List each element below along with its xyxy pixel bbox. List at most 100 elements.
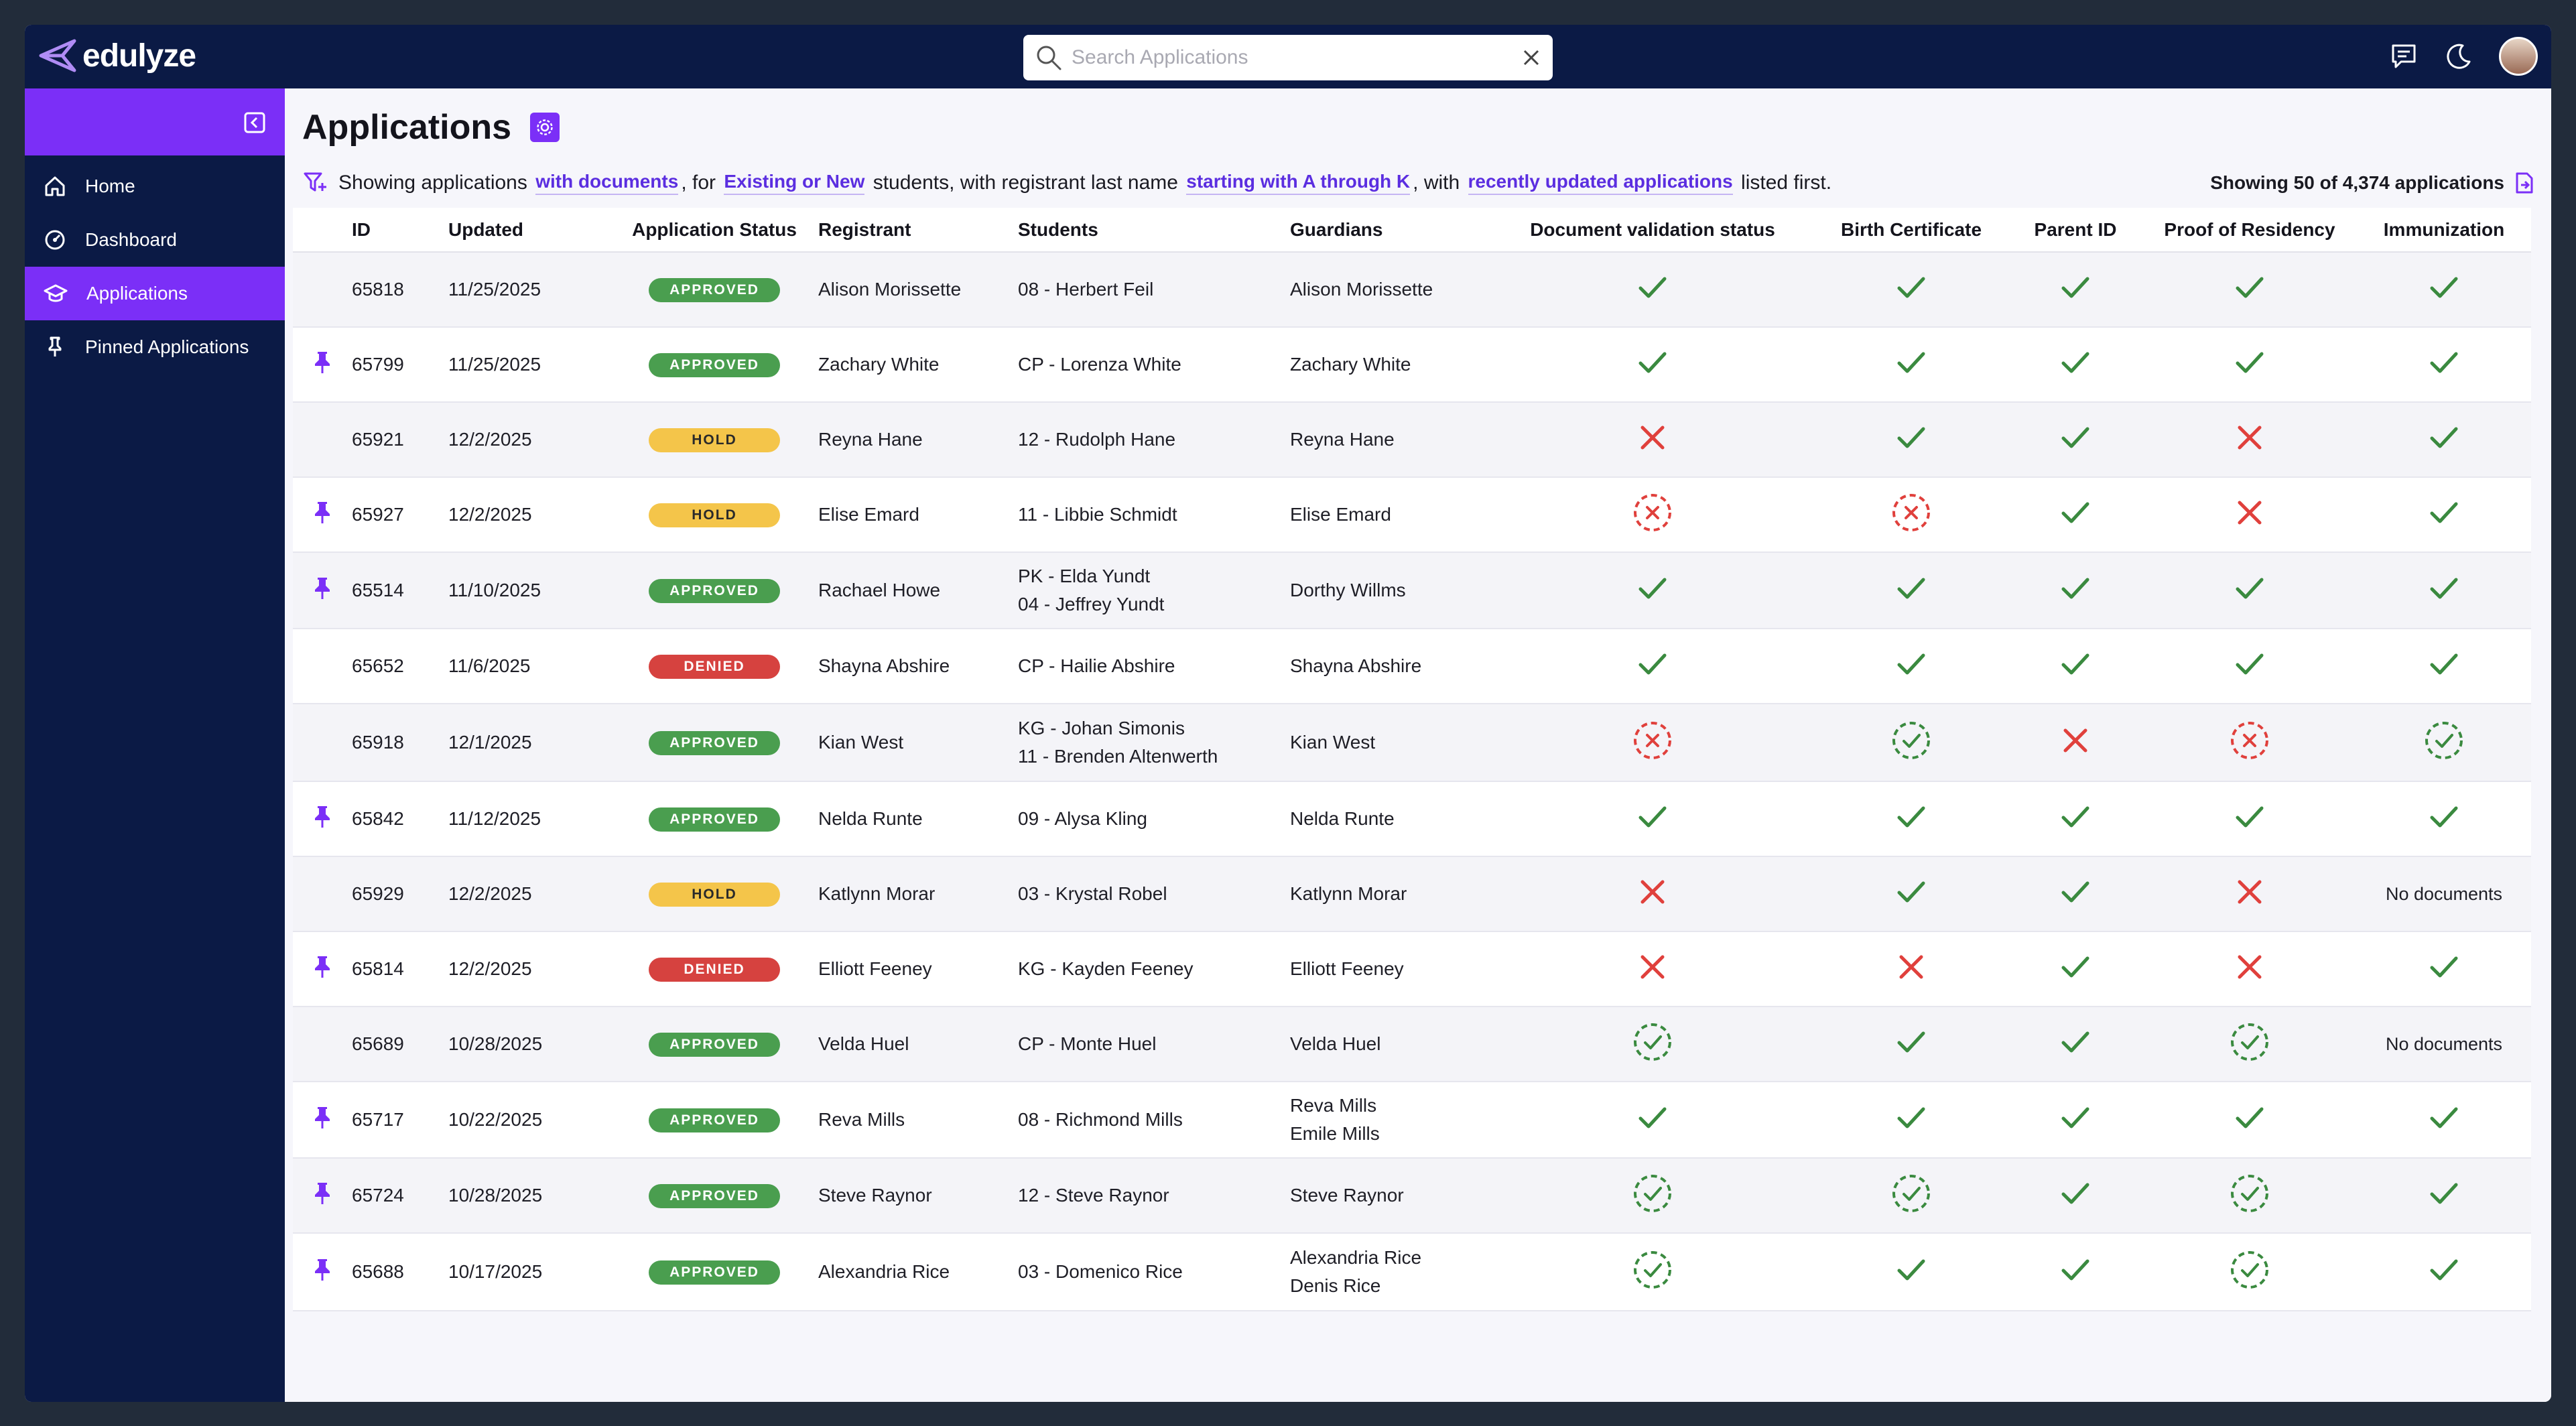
- application-id[interactable]: 65652: [352, 629, 448, 704]
- column-header-registrant[interactable]: Registrant: [818, 208, 1018, 253]
- pin-icon[interactable]: [312, 501, 332, 525]
- birth-certificate-cell[interactable]: [1814, 1082, 2008, 1159]
- proof-of-residency-cell[interactable]: [2142, 552, 2357, 629]
- immunization-cell[interactable]: [2357, 327, 2531, 403]
- document-validation-cell[interactable]: [1491, 477, 1814, 553]
- table-row[interactable]: 65689 10/28/2025 APPROVED Velda Huel CP - Mo…: [293, 1007, 2531, 1082]
- column-header-status[interactable]: Application Status: [610, 208, 818, 253]
- table-row[interactable]: 65818 11/25/2025 APPROVED Alison Morissette…: [293, 252, 2531, 328]
- immunization-cell[interactable]: [2357, 931, 2531, 1007]
- table-row[interactable]: 65688 10/17/2025 APPROVED Alexandria Rice 03…: [293, 1233, 2531, 1311]
- proof-of-residency-cell[interactable]: [2142, 931, 2357, 1007]
- application-id[interactable]: 65918: [352, 704, 448, 782]
- table-row[interactable]: 65921 12/2/2025 HOLD Reyna Hane 12 - Rudolph…: [293, 402, 2531, 478]
- settings-button[interactable]: [530, 113, 560, 142]
- proof-of-residency-cell[interactable]: [2142, 327, 2357, 403]
- parent-id-cell[interactable]: [2008, 629, 2142, 704]
- parent-id-cell[interactable]: [2008, 402, 2142, 478]
- application-id[interactable]: 65818: [352, 252, 448, 328]
- sidebar-item-applications[interactable]: Applications: [25, 267, 285, 320]
- document-validation-cell[interactable]: [1491, 629, 1814, 704]
- application-id[interactable]: 65921: [352, 402, 448, 478]
- filter-student-type-link[interactable]: Existing or New: [724, 171, 865, 195]
- application-id[interactable]: 65724: [352, 1158, 448, 1234]
- document-validation-cell[interactable]: [1491, 704, 1814, 782]
- proof-of-residency-cell[interactable]: [2142, 629, 2357, 704]
- export-icon[interactable]: [2514, 172, 2535, 194]
- filter-edit-icon[interactable]: [302, 170, 329, 196]
- birth-certificate-cell[interactable]: [1814, 704, 2008, 782]
- table-row[interactable]: 65724 10/28/2025 APPROVED Steve Raynor 12 - …: [293, 1158, 2531, 1234]
- application-id[interactable]: 65688: [352, 1233, 448, 1311]
- document-validation-cell[interactable]: [1491, 1082, 1814, 1159]
- immunization-cell[interactable]: [2357, 781, 2531, 857]
- chat-icon[interactable]: [2389, 42, 2419, 71]
- parent-id-cell[interactable]: [2008, 1158, 2142, 1234]
- birth-certificate-cell[interactable]: [1814, 856, 2008, 932]
- pin-icon[interactable]: [312, 576, 332, 600]
- collapse-sidebar-icon[interactable]: [243, 111, 266, 134]
- document-validation-cell[interactable]: [1491, 931, 1814, 1007]
- logo[interactable]: edulyze: [37, 37, 196, 74]
- immunization-cell[interactable]: [2357, 1158, 2531, 1234]
- document-validation-cell[interactable]: [1491, 1233, 1814, 1311]
- filter-last-name-link[interactable]: starting with A through K: [1186, 171, 1411, 195]
- column-header-parent-id[interactable]: Parent ID: [2008, 208, 2142, 253]
- document-validation-cell[interactable]: [1491, 252, 1814, 328]
- document-validation-cell[interactable]: [1491, 1158, 1814, 1234]
- column-header-id[interactable]: ID: [352, 208, 448, 253]
- application-id[interactable]: 65814: [352, 931, 448, 1007]
- filter-documents-link[interactable]: with documents: [535, 171, 679, 195]
- column-header-guardians[interactable]: Guardians: [1290, 208, 1491, 253]
- proof-of-residency-cell[interactable]: [2142, 1082, 2357, 1159]
- birth-certificate-cell[interactable]: [1814, 477, 2008, 553]
- birth-certificate-cell[interactable]: [1814, 931, 2008, 1007]
- pin-icon[interactable]: [312, 1258, 332, 1282]
- clear-search-icon[interactable]: [1522, 48, 1541, 67]
- column-header-proof-of-residency[interactable]: Proof of Residency: [2142, 208, 2357, 253]
- table-row[interactable]: 65717 10/22/2025 APPROVED Reva Mills 08 - Ri…: [293, 1082, 2531, 1159]
- document-validation-cell[interactable]: [1491, 781, 1814, 857]
- parent-id-cell[interactable]: [2008, 704, 2142, 782]
- document-validation-cell[interactable]: [1491, 1007, 1814, 1082]
- document-validation-cell[interactable]: [1491, 552, 1814, 629]
- parent-id-cell[interactable]: [2008, 552, 2142, 629]
- application-id[interactable]: 65717: [352, 1082, 448, 1159]
- pin-icon[interactable]: [312, 955, 332, 979]
- application-id[interactable]: 65689: [352, 1007, 448, 1082]
- proof-of-residency-cell[interactable]: [2142, 402, 2357, 478]
- birth-certificate-cell[interactable]: [1814, 1007, 2008, 1082]
- dark-mode-icon[interactable]: [2444, 42, 2473, 71]
- immunization-cell[interactable]: [2357, 1233, 2531, 1311]
- proof-of-residency-cell[interactable]: [2142, 781, 2357, 857]
- parent-id-cell[interactable]: [2008, 856, 2142, 932]
- birth-certificate-cell[interactable]: [1814, 781, 2008, 857]
- column-header-updated[interactable]: Updated: [448, 208, 610, 253]
- pin-icon[interactable]: [312, 805, 332, 829]
- proof-of-residency-cell[interactable]: [2142, 1007, 2357, 1082]
- proof-of-residency-cell[interactable]: [2142, 477, 2357, 553]
- table-row[interactable]: 65814 12/2/2025 DENIED Elliott Feeney KG - K…: [293, 931, 2531, 1007]
- sidebar-item-home[interactable]: Home: [25, 159, 285, 213]
- immunization-cell[interactable]: [2357, 252, 2531, 328]
- parent-id-cell[interactable]: [2008, 327, 2142, 403]
- immunization-cell[interactable]: [2357, 1082, 2531, 1159]
- pin-icon[interactable]: [312, 1106, 332, 1130]
- proof-of-residency-cell[interactable]: [2142, 1158, 2357, 1234]
- immunization-cell[interactable]: [2357, 402, 2531, 478]
- pin-icon[interactable]: [312, 350, 332, 375]
- birth-certificate-cell[interactable]: [1814, 402, 2008, 478]
- sidebar-item-pinned-applications[interactable]: Pinned Applications: [25, 320, 285, 374]
- document-validation-cell[interactable]: [1491, 856, 1814, 932]
- table-row[interactable]: 65918 12/1/2025 APPROVED Kian West KG - Joha…: [293, 704, 2531, 782]
- proof-of-residency-cell[interactable]: [2142, 252, 2357, 328]
- application-id[interactable]: 65842: [352, 781, 448, 857]
- column-header-students[interactable]: Students: [1018, 208, 1290, 253]
- birth-certificate-cell[interactable]: [1814, 1233, 2008, 1311]
- birth-certificate-cell[interactable]: [1814, 252, 2008, 328]
- proof-of-residency-cell[interactable]: [2142, 856, 2357, 932]
- immunization-cell[interactable]: [2357, 704, 2531, 782]
- table-row[interactable]: 65929 12/2/2025 HOLD Katlynn Morar 03 - Krys…: [293, 856, 2531, 932]
- column-header-document-validation[interactable]: Document validation status: [1491, 208, 1814, 253]
- birth-certificate-cell[interactable]: [1814, 629, 2008, 704]
